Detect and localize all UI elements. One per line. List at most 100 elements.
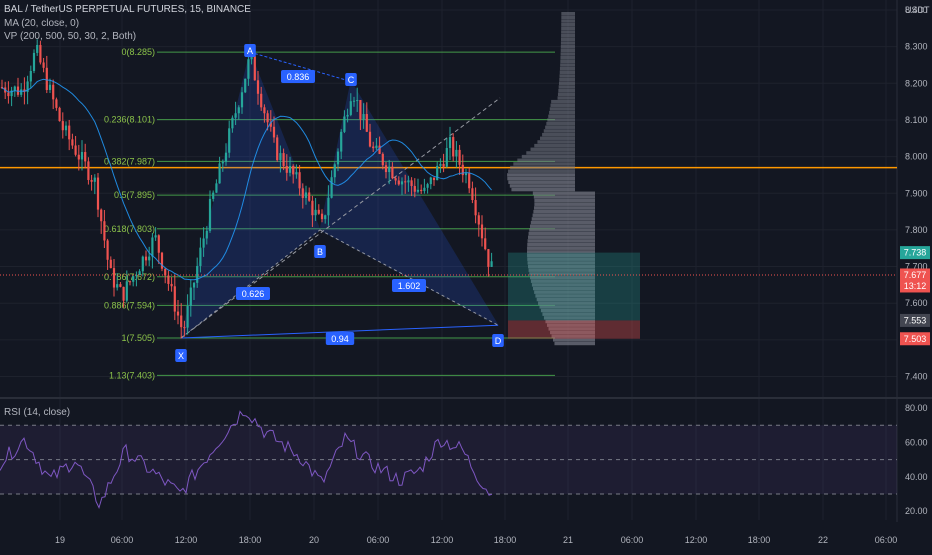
candle-body xyxy=(196,265,199,283)
volume-profile-bar xyxy=(534,206,595,210)
candle-body xyxy=(304,192,308,198)
rsi-tick-label: 60.00 xyxy=(905,437,928,447)
candle-body xyxy=(112,268,116,288)
ratio-label-box xyxy=(236,287,270,300)
candle-body xyxy=(68,125,71,140)
candle-body xyxy=(256,80,260,94)
price-tag-label: 7.553 xyxy=(904,315,927,325)
candle-body xyxy=(13,86,16,91)
fib-level-label: 0.236(8.101) xyxy=(104,115,155,125)
pattern-point-c: C xyxy=(348,75,355,85)
rsi-tick-label: 40.00 xyxy=(905,472,928,482)
volume-profile-bar xyxy=(558,81,575,85)
candle-body xyxy=(365,114,368,132)
candle-body xyxy=(202,238,205,248)
volume-profile-bar xyxy=(527,246,595,250)
volume-profile-bar xyxy=(551,99,575,104)
volume-profile-bar xyxy=(554,341,595,346)
rsi-legend[interactable]: RSI (14, close) xyxy=(4,407,71,418)
candle-body xyxy=(292,165,295,175)
candle-body xyxy=(455,149,458,157)
ma-legend[interactable]: MA (20, close, 0) xyxy=(4,18,80,29)
candle-body xyxy=(42,62,45,68)
candle-body xyxy=(314,209,317,216)
volume-profile-bar xyxy=(559,74,575,78)
candle-body xyxy=(250,56,253,60)
candle-body xyxy=(480,224,484,239)
stop-zone xyxy=(508,320,640,339)
volume-profile-bar xyxy=(508,180,575,184)
volume-profile-bar xyxy=(545,319,595,324)
volume-profile-bar xyxy=(528,264,595,269)
candle-body xyxy=(167,275,170,284)
volume-profile-bar xyxy=(545,125,575,129)
x-tick-label: 20 xyxy=(309,535,319,545)
volume-profile-bar xyxy=(539,305,595,309)
pattern-point-a: A xyxy=(247,46,253,56)
candle-body xyxy=(77,154,80,160)
volume-profile-bar xyxy=(507,176,575,181)
volume-profile-bar xyxy=(559,66,575,71)
candle-body xyxy=(487,249,490,267)
volume-profile-bar xyxy=(557,96,575,100)
candle-body xyxy=(128,281,132,283)
candle-body xyxy=(330,177,333,198)
candle-body xyxy=(48,84,52,90)
candle-body xyxy=(7,92,10,97)
candle-body xyxy=(205,230,208,239)
candle-body xyxy=(468,173,471,189)
volume-profile-bar xyxy=(534,198,595,203)
harmonic-ac-leg xyxy=(249,51,352,82)
candle-body xyxy=(183,327,186,329)
harmonic-xb-dashed xyxy=(180,229,321,339)
candle-body xyxy=(39,44,42,63)
candle-body xyxy=(384,165,388,173)
pattern-point-x-box xyxy=(175,349,187,362)
candle-body xyxy=(410,180,413,187)
candle-body xyxy=(0,86,4,88)
candle-body xyxy=(116,284,119,288)
candle-body xyxy=(224,152,228,162)
candle-body xyxy=(362,114,365,120)
rsi-tick-label: 80.00 xyxy=(905,403,928,413)
vp-legend[interactable]: VP (200, 500, 50, 30, 2, Both) xyxy=(4,31,137,42)
candle-body xyxy=(96,177,100,210)
volume-profile-bar xyxy=(511,187,575,192)
candle-body xyxy=(391,166,394,179)
volume-profile-bar xyxy=(561,22,575,27)
fib-level-label: 1(7.505) xyxy=(121,333,155,343)
fib-level-label: 0.886(7.594) xyxy=(104,300,155,310)
candle-body xyxy=(122,286,125,301)
volume-profile-bar xyxy=(513,162,575,166)
candle-body xyxy=(474,200,477,216)
price-tag-label: 7.677 xyxy=(904,270,927,280)
candle-body xyxy=(132,276,135,282)
candle-body xyxy=(55,99,58,108)
candle-body xyxy=(148,256,151,261)
volume-profile-bar xyxy=(561,15,575,20)
candle-body xyxy=(308,192,311,201)
candle-body xyxy=(439,163,442,166)
volume-profile-bar xyxy=(549,107,575,111)
candle-body xyxy=(52,84,55,100)
candle-body xyxy=(324,215,327,220)
candle-body xyxy=(234,113,237,118)
volume-profile-bar xyxy=(517,158,575,162)
candle-body xyxy=(394,178,397,181)
volume-profile-bar xyxy=(529,224,595,228)
y-tick-label: 8.200 xyxy=(905,78,928,88)
candle-body xyxy=(199,247,202,266)
candle-body xyxy=(349,101,352,115)
volume-profile-bar xyxy=(527,242,595,247)
rsi-line xyxy=(0,410,493,509)
x-tick-label: 06:00 xyxy=(111,535,134,545)
candle-body xyxy=(212,192,215,199)
candle-body xyxy=(484,238,487,250)
candle-body xyxy=(228,128,231,153)
candle-body xyxy=(295,172,298,175)
candle-body xyxy=(263,107,266,114)
volume-profile-bar xyxy=(531,283,595,287)
volume-profile-bar xyxy=(548,114,575,118)
